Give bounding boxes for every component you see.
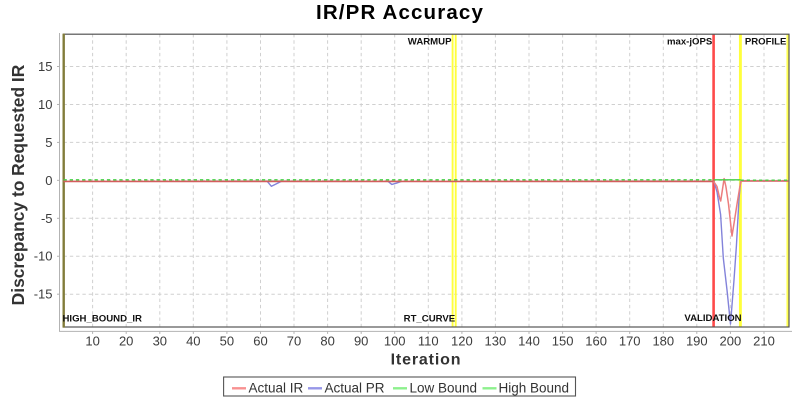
svg-text:80: 80 [320,334,334,349]
svg-text:-5: -5 [41,211,53,226]
svg-text:160: 160 [585,334,607,349]
svg-text:HIGH_BOUND_IR: HIGH_BOUND_IR [63,313,142,324]
svg-text:Discrepancy to Requested IR: Discrepancy to Requested IR [8,64,28,305]
svg-text:VALIDATION: VALIDATION [684,313,741,324]
svg-text:40: 40 [186,334,200,349]
svg-text:200: 200 [720,334,742,349]
svg-text:120: 120 [451,334,473,349]
svg-text:60: 60 [253,334,267,349]
svg-text:IR/PR Accuracy: IR/PR Accuracy [316,1,484,24]
svg-text:30: 30 [153,334,167,349]
svg-text:110: 110 [418,334,439,349]
svg-text:15: 15 [38,59,52,74]
svg-text:High Bound: High Bound [499,380,570,395]
svg-text:max-jOPS: max-jOPS [667,36,713,47]
svg-text:5: 5 [45,135,52,150]
svg-text:-15: -15 [34,287,53,302]
svg-text:Low Bound: Low Bound [410,380,478,395]
svg-text:20: 20 [119,334,133,349]
svg-text:130: 130 [485,334,507,349]
svg-text:10: 10 [38,97,52,112]
svg-text:210: 210 [753,334,775,349]
svg-text:Iteration: Iteration [391,352,462,369]
svg-text:150: 150 [552,334,574,349]
svg-text:0: 0 [45,173,52,188]
svg-text:WARMUP: WARMUP [408,36,452,47]
svg-text:140: 140 [518,334,540,349]
svg-text:RT_CURVE: RT_CURVE [404,314,456,325]
svg-text:-10: -10 [34,249,53,264]
svg-text:100: 100 [384,334,406,349]
svg-text:10: 10 [85,334,99,349]
svg-text:190: 190 [686,334,708,349]
svg-text:Actual PR: Actual PR [325,380,385,395]
svg-text:70: 70 [287,334,301,349]
svg-text:Actual IR: Actual IR [249,380,304,395]
svg-text:180: 180 [652,334,674,349]
svg-text:170: 170 [619,334,641,349]
svg-text:50: 50 [220,334,234,349]
svg-text:PROFILE: PROFILE [745,36,787,47]
svg-text:90: 90 [354,334,368,349]
